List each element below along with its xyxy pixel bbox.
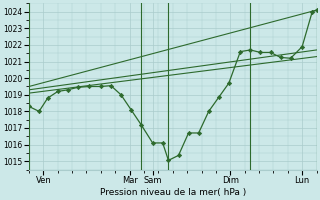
X-axis label: Pression niveau de la mer( hPa ): Pression niveau de la mer( hPa ) [100, 188, 246, 197]
